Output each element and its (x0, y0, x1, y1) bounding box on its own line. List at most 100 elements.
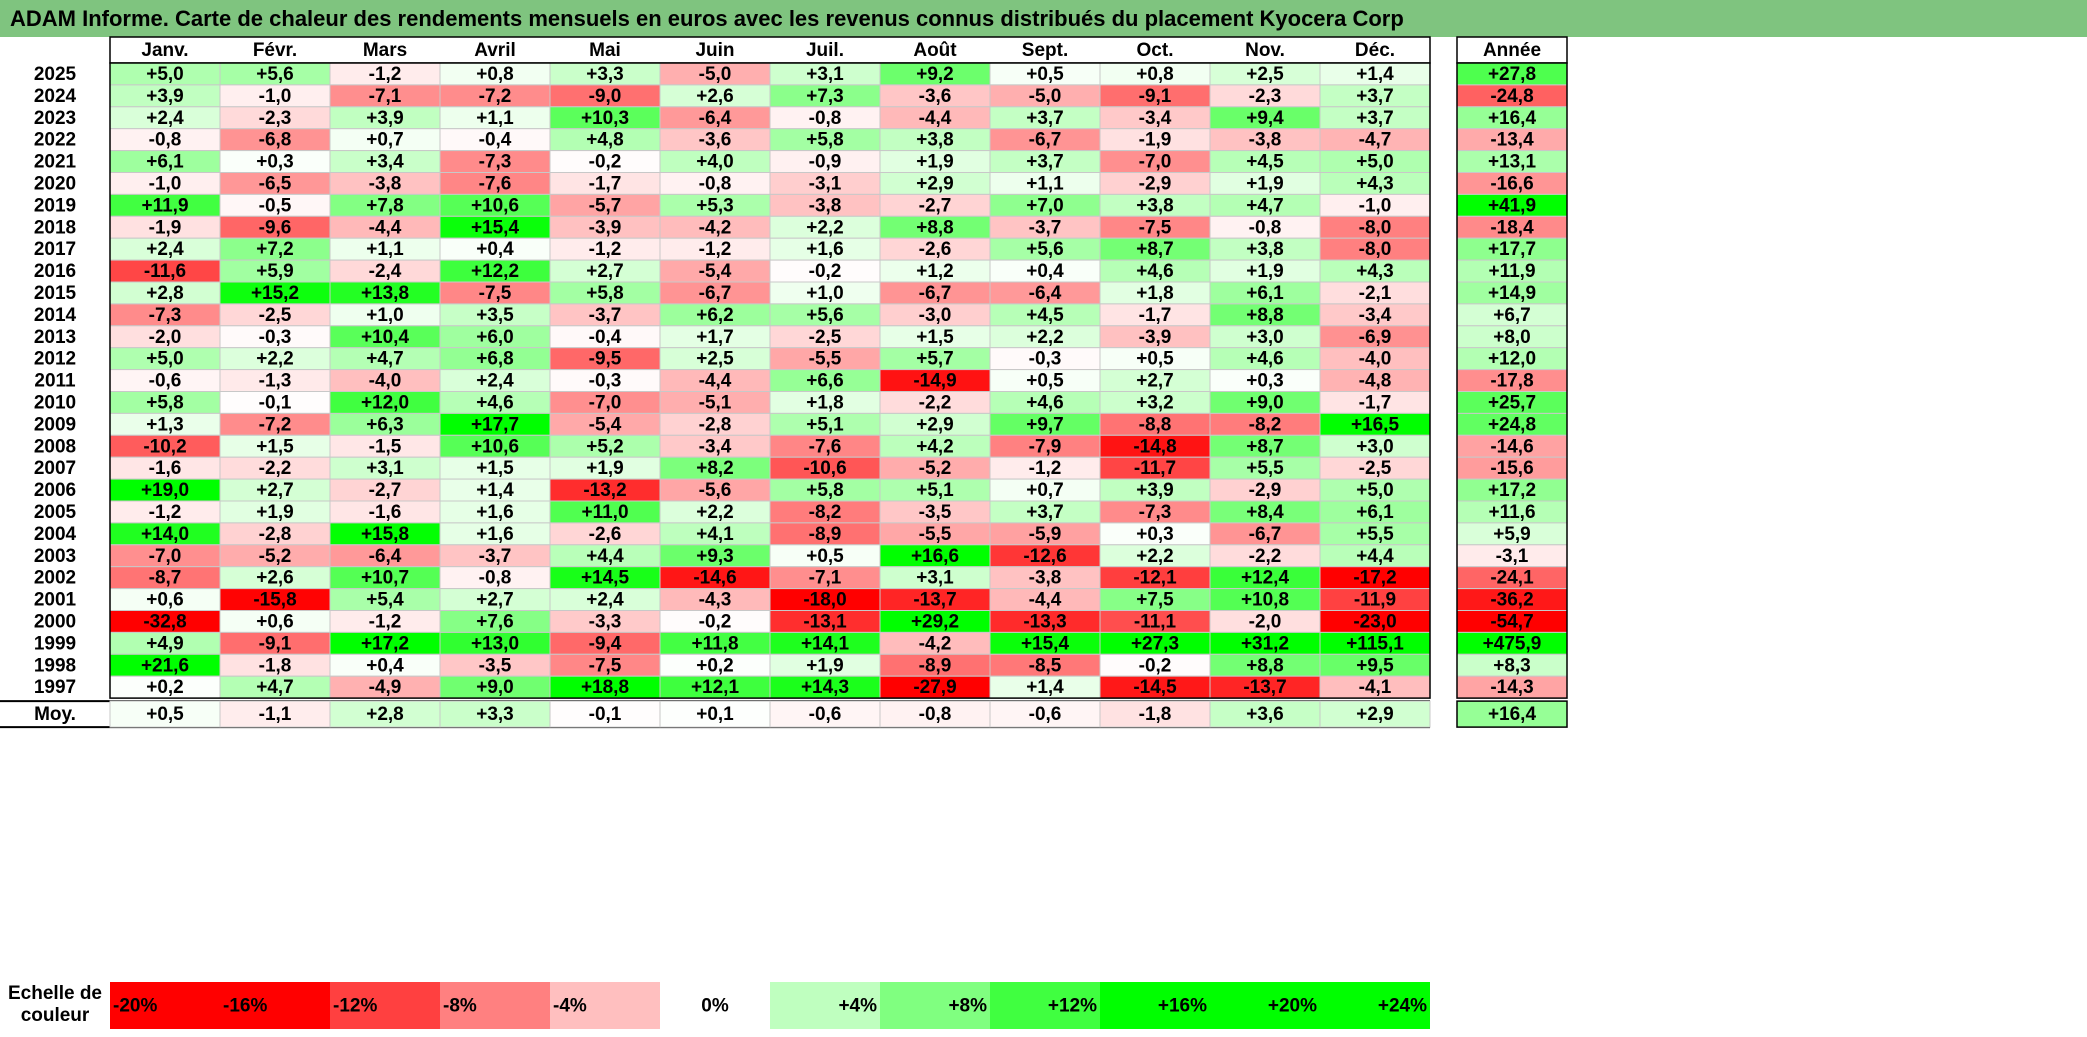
cell-value: -1,2 (369, 611, 402, 632)
cell-value: -9,5 (589, 349, 622, 370)
cell-value: -6,4 (699, 108, 732, 129)
scale-label: +8% (948, 996, 987, 1017)
cell-value: +1,9 (1246, 173, 1284, 194)
cell-value: -2,1 (1359, 283, 1392, 304)
cell-value: +7,0 (1026, 195, 1064, 216)
year-label: 2003 (34, 546, 76, 567)
cell-value: +1,9 (586, 458, 624, 479)
scale-swatch (990, 982, 1100, 1029)
cell-value: +2,9 (916, 173, 954, 194)
scale-label: +16% (1158, 996, 1207, 1017)
cell-value: -7,1 (369, 86, 402, 107)
cell-value: +8,8 (916, 217, 954, 238)
cell-value: +9,5 (1356, 655, 1394, 676)
average-value: -0,6 (809, 704, 842, 725)
cell-value: -0,9 (809, 152, 842, 173)
average-value: +2,9 (1356, 704, 1394, 725)
cell-value: -2,3 (1249, 86, 1282, 107)
cell-value: -12,1 (1133, 568, 1177, 589)
year-label: 2001 (34, 590, 77, 611)
cell-value: -7,2 (259, 414, 292, 435)
cell-value: +3,5 (476, 305, 514, 326)
cell-value: -13,3 (1023, 611, 1066, 632)
cell-value: +0,5 (1026, 371, 1064, 392)
scale-label: -4% (553, 996, 587, 1017)
average-cell (109, 700, 221, 728)
cell-value: +4,6 (1136, 261, 1174, 282)
cell-value: +13,8 (361, 283, 409, 304)
cell-value: +9,0 (1246, 392, 1284, 413)
cell-value: +8,2 (696, 458, 734, 479)
cell-value: +2,2 (806, 217, 844, 238)
cell-value: +7,8 (366, 195, 404, 216)
cell-value: +5,0 (1356, 152, 1394, 173)
cell-value: +1,6 (476, 524, 514, 545)
cell-value: +9,4 (1246, 108, 1284, 129)
cell-value: -11,6 (144, 261, 186, 282)
scale-swatch (660, 982, 770, 1029)
average-value: -1,8 (1139, 704, 1172, 725)
year-label: 2009 (34, 414, 76, 435)
scale-label: -16% (223, 996, 267, 1017)
cell-value: +3,7 (1356, 108, 1394, 129)
cell-value: -1,7 (1139, 305, 1172, 326)
cell-value: +1,9 (1246, 261, 1284, 282)
cell-value: +2,7 (256, 480, 294, 501)
cell-value: +2,7 (1136, 371, 1174, 392)
scale-label: -20% (113, 996, 157, 1017)
annual-value: -14,6 (1490, 436, 1533, 457)
cell-value: +2,2 (1136, 546, 1174, 567)
cell-value: +4,4 (586, 546, 624, 567)
annual-value: +5,9 (1493, 524, 1531, 545)
scale-label: +24% (1378, 996, 1427, 1017)
cell-value: +19,0 (141, 480, 189, 501)
month-header-6: Juin (695, 40, 734, 61)
cell-value: -4,4 (699, 371, 732, 392)
scale-label-line2: couleur (21, 1005, 90, 1026)
cell-value: -3,1 (809, 173, 842, 194)
average-annual-value: +16,4 (1488, 704, 1537, 725)
cell-value: -2,5 (259, 305, 292, 326)
cell-value: -12,6 (1023, 546, 1066, 567)
cell-value: +8,7 (1136, 239, 1174, 260)
cell-value: -5,5 (809, 349, 842, 370)
cell-value: +7,2 (256, 239, 294, 260)
cell-value: +0,5 (1136, 349, 1174, 370)
cell-value: -8,9 (919, 655, 952, 676)
cell-value: -2,6 (589, 524, 622, 545)
cell-value: +0,8 (476, 64, 514, 85)
cell-value: +0,8 (1136, 64, 1174, 85)
cell-value: -2,2 (1249, 546, 1282, 567)
average-cell (1099, 700, 1211, 728)
cell-value: +3,0 (1246, 327, 1284, 348)
cell-value: +1,4 (476, 480, 514, 501)
cell-value: +5,8 (146, 392, 184, 413)
annual-value: +8,3 (1493, 655, 1531, 676)
cell-value: -3,8 (1249, 130, 1282, 151)
cell-value: +3,2 (1136, 392, 1174, 413)
year-label: 2021 (34, 152, 77, 173)
cell-value: +3,1 (366, 458, 404, 479)
average-cell (1319, 700, 1431, 728)
cell-value: -10,2 (143, 436, 186, 457)
cell-value: +1,9 (916, 152, 954, 173)
cell-value: -1,2 (369, 64, 402, 85)
cell-value: -2,4 (369, 261, 402, 282)
cell-value: -4,8 (1359, 371, 1392, 392)
cell-value: -6,4 (1029, 283, 1062, 304)
scale-swatch (330, 982, 440, 1029)
scale-label: 0% (701, 996, 729, 1017)
cell-value: +0,7 (366, 130, 404, 151)
cell-value: +9,2 (916, 64, 954, 85)
cell-value: +0,6 (256, 611, 294, 632)
cell-value: -1,2 (699, 239, 732, 260)
cell-value: -7,6 (479, 173, 512, 194)
cell-value: -2,8 (699, 414, 732, 435)
cell-value: -1,0 (259, 86, 292, 107)
cell-value: -0,8 (699, 173, 732, 194)
cell-value: +3,9 (1136, 480, 1174, 501)
average-cell (769, 700, 881, 728)
cell-value: +6,1 (1356, 502, 1394, 523)
cell-value: -6,7 (699, 283, 732, 304)
cell-value: +5,5 (1246, 458, 1284, 479)
